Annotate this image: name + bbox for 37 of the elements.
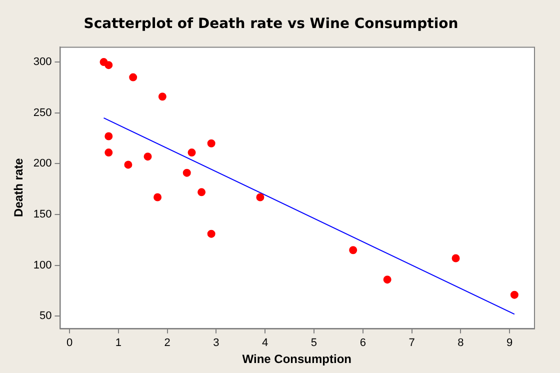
chart-title: Scatterplot of Death rate vs Wine Consumption [84, 16, 458, 32]
point [104, 148, 113, 157]
point [198, 188, 206, 196]
point [154, 193, 162, 202]
x-tick-label: 9 [506, 337, 513, 350]
x-tick-label: 3 [213, 337, 220, 350]
point [349, 246, 358, 254]
point [182, 168, 191, 177]
x-tick-label: 5 [310, 337, 318, 350]
x-tick-label: 2 [164, 337, 170, 350]
y-axis-title: Death rate [12, 158, 26, 217]
point [158, 92, 166, 101]
x-tick-label: 1 [115, 337, 122, 350]
x-tick-label: 7 [408, 337, 415, 350]
point [188, 148, 196, 157]
y-tick-label: 50 [40, 310, 52, 322]
y-tick-label: 200 [33, 158, 52, 170]
x-tick-label: 8 [458, 337, 464, 350]
y-tick-label: 150 [33, 208, 52, 221]
point [256, 193, 264, 202]
point [383, 276, 392, 284]
x-axis-title: Wine Consumption [242, 352, 352, 366]
point [510, 290, 518, 299]
point [452, 254, 460, 262]
point [207, 230, 216, 238]
y-tick-label: 300 [33, 56, 52, 68]
point [104, 61, 113, 70]
y-tick-label: 250 [33, 106, 52, 119]
point [104, 132, 113, 140]
x-tick-label: 4 [262, 337, 268, 350]
x-tick-label: 6 [360, 337, 366, 350]
point [144, 152, 152, 161]
point [129, 73, 138, 82]
y-tick-label: 100 [33, 259, 52, 272]
x-tick-label: 0 [66, 337, 73, 350]
point [124, 160, 132, 169]
point [207, 139, 216, 148]
